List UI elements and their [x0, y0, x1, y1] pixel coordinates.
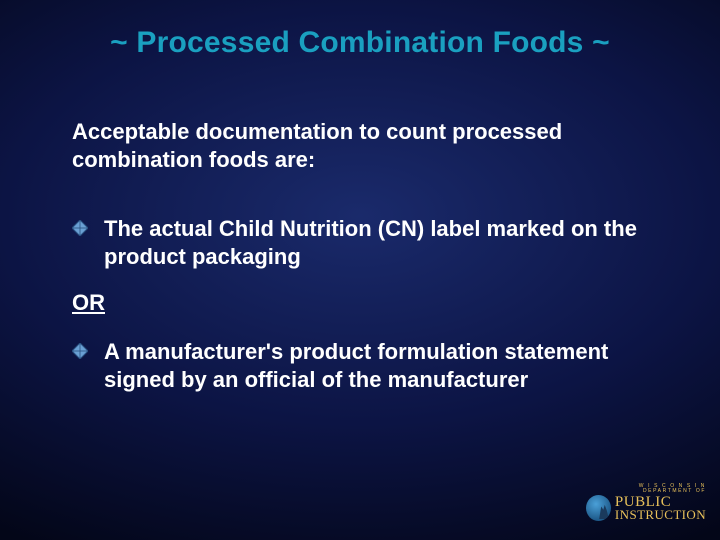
logo-mark-icon [586, 495, 611, 521]
bullet-item: A manufacturer's product formulation sta… [72, 338, 656, 393]
logo-line2: INSTRUCTION [615, 509, 706, 521]
bullet-text: The actual Child Nutrition (CN) label ma… [104, 215, 656, 270]
slide-content: Acceptable documentation to count proces… [72, 118, 656, 413]
diamond-icon [72, 220, 88, 236]
intro-text: Acceptable documentation to count proces… [72, 118, 656, 173]
logo-wordmark: PUBLIC INSTRUCTION [615, 495, 706, 522]
logo-row: PUBLIC INSTRUCTION [586, 495, 706, 522]
or-separator: OR [72, 290, 656, 316]
footer-logo: W I S C O N S I N DEPARTMENT OF PUBLIC I… [586, 484, 706, 530]
logo-top-line: W I S C O N S I N DEPARTMENT OF [586, 484, 706, 494]
bullet-item: The actual Child Nutrition (CN) label ma… [72, 215, 656, 270]
bullet-text: A manufacturer's product formulation sta… [104, 338, 656, 393]
slide-title: ~ Processed Combination Foods ~ [0, 26, 720, 60]
diamond-icon [72, 343, 88, 359]
slide: ~ Processed Combination Foods ~ Acceptab… [0, 0, 720, 540]
